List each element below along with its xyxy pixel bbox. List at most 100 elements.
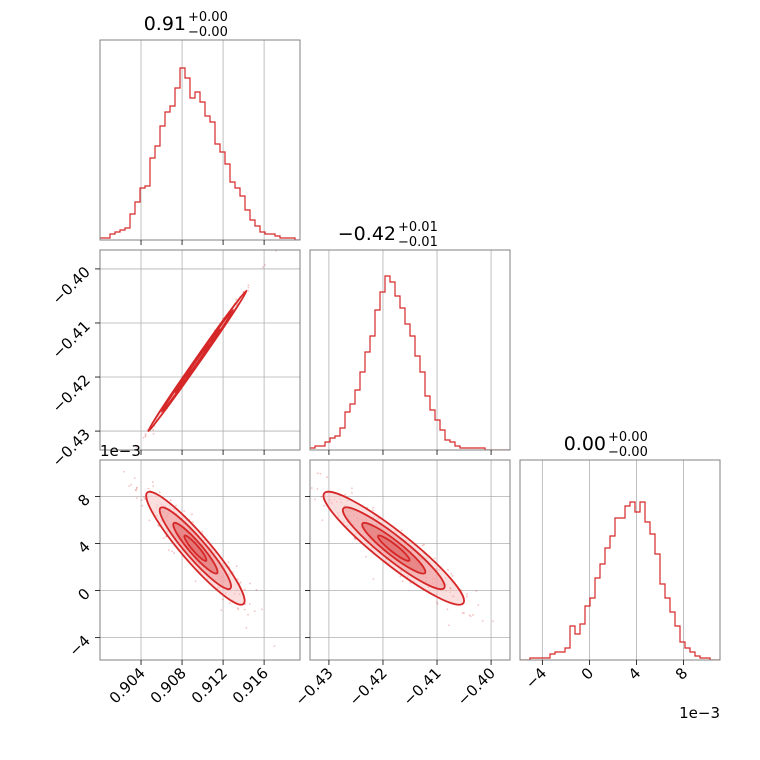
param-title-2: 0.00 [564,433,606,455]
sample-point [475,590,478,592]
x-tick-label-2-1: 0 [578,664,597,683]
x-tick-label-2-2: 4 [625,664,644,683]
sample-point [316,472,319,475]
sample-point [492,620,494,623]
sample-point [297,468,299,470]
sample-point [253,610,256,613]
sample-point [151,481,154,483]
x-tick-label-1-1: −0.42 [346,664,391,709]
y-tick-label-1-2: −0.41 [49,317,94,362]
param-title-lower-1: −0.01 [398,235,438,250]
sample-point [434,557,436,560]
sample-point [248,603,251,605]
param-title-lower-0: −0.00 [188,25,228,40]
sample-point [399,575,402,578]
sample-point [235,565,238,568]
sample-point [239,581,242,584]
sample-point [134,444,137,447]
sample-point [450,572,453,575]
sample-point [141,504,144,507]
y-tick-label-2-1: 0 [74,585,93,604]
sample-point [447,624,450,627]
sample-point [191,513,193,516]
panel-content [310,275,510,450]
contour-level-3 [377,534,411,562]
x-tick-label-0-3: 0.916 [229,664,272,707]
sample-point [364,555,367,558]
panel-frame [309,459,511,661]
x-tick-label-2-3: 8 [672,664,691,683]
panel-frame [309,249,511,451]
sample-point [140,499,143,502]
panel-0-0: 0.91 +0.00−0.00 [99,10,301,245]
sample-point [144,434,147,437]
x-tick-label-1-0: −0.43 [292,664,337,709]
sample-point [409,582,412,584]
param-title-0: 0.91 [144,13,186,35]
sample-point [447,569,450,571]
x-tick-label-1-3: −0.40 [454,664,499,709]
histogram-step-2 [520,501,720,660]
panel-frame [99,249,301,451]
sample-point [261,608,263,611]
panel-frame [519,459,721,661]
sample-point [247,286,250,289]
sample-point [135,489,138,491]
sample-point [320,495,323,498]
sample-point [146,428,149,431]
sample-point [236,607,239,610]
sample-point [436,602,439,605]
sample-point [148,519,151,522]
sample-point [469,615,472,618]
sample-point [152,485,155,488]
panel-content [123,470,276,648]
sample-point [466,595,468,598]
contour-level-3 [183,534,208,562]
sample-point [175,504,177,507]
sample-point [247,284,250,287]
y-tick-label-1-0: −0.43 [49,425,94,470]
sample-point [236,578,239,581]
sample-point [183,510,186,512]
sample-point [247,289,250,292]
sample-point [133,477,136,479]
param-title-upper-2: +0.00 [608,430,648,445]
sample-point [245,626,248,629]
sample-point [220,609,223,612]
panel-content [291,468,494,627]
panel-1-0: −0.43 −0.42 −0.41 −0.40 [49,249,301,524]
sample-point [82,522,84,524]
sample-point [228,602,231,605]
sample-point [144,433,147,435]
offset-label-y: 1e−3 [100,442,141,460]
x-tick-label-0-2: 0.912 [188,664,231,707]
sample-point [247,613,249,616]
y-tick-label-1-3: −0.40 [49,263,94,308]
param-title-1: −0.42 [338,223,396,245]
panel-2-2: −4 0 4 8 0.00 +0.00−0.00 [519,430,721,692]
sample-point [192,521,194,523]
sample-point [291,482,293,484]
sample-point [301,490,303,492]
sample-point [466,593,468,596]
sample-point [273,645,276,648]
y-tick-label-2-0: −4 [65,632,93,660]
sample-point [152,433,155,435]
contour-level-3 [185,344,210,378]
sample-point [243,588,246,591]
sample-point [255,588,258,591]
sample-point [147,487,150,490]
sample-point [468,614,471,617]
panel-content [520,501,720,660]
sample-point [463,612,465,614]
y-tick-label-2-2: 4 [74,538,93,557]
sample-point [372,506,374,509]
sample-point [344,493,347,496]
sample-point [372,509,374,512]
sample-point [227,561,230,563]
sample-point [451,575,454,577]
sample-point [314,498,316,501]
param-title-upper-0: +0.00 [188,10,228,25]
sample-point [400,529,403,532]
